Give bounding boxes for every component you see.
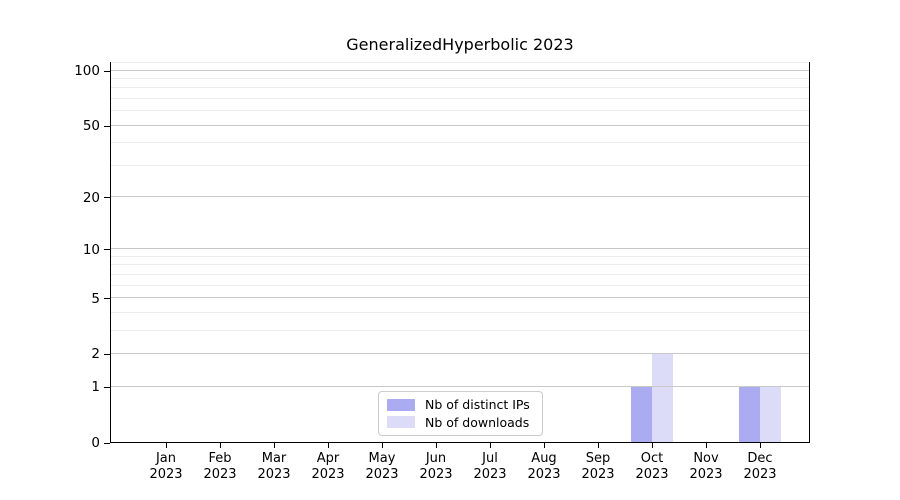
y-tick-label: 1 bbox=[91, 379, 100, 396]
x-tick-label: Nov 2023 bbox=[676, 451, 736, 483]
legend-label-distinct-ips: Nb of distinct IPs bbox=[425, 397, 530, 413]
x-tick-label: Mar 2023 bbox=[244, 451, 304, 483]
gridline-major bbox=[111, 385, 809, 387]
legend-swatch-distinct-ips-icon bbox=[387, 398, 415, 411]
x-tick-year: 2023 bbox=[257, 467, 291, 482]
x-tick-year: 2023 bbox=[743, 467, 777, 482]
x-tick-label: Jan 2023 bbox=[136, 451, 196, 483]
x-tick-month: Oct bbox=[640, 451, 664, 466]
gridline-minor bbox=[111, 311, 809, 313]
x-tick-year: 2023 bbox=[203, 467, 237, 482]
x-tick-month: Feb bbox=[208, 451, 232, 466]
gridline-minor bbox=[111, 284, 809, 286]
gridline-major bbox=[111, 248, 809, 250]
x-tick-label: May 2023 bbox=[352, 451, 412, 483]
x-tick-label: Jul 2023 bbox=[460, 451, 520, 483]
y-tick-mark bbox=[104, 386, 110, 388]
y-tick-label: 50 bbox=[82, 118, 100, 135]
x-tick-month: Jul bbox=[482, 451, 498, 466]
y-tick-mark bbox=[104, 298, 110, 300]
gridline-major bbox=[111, 352, 809, 354]
y-tick-mark bbox=[104, 197, 110, 199]
x-tick-mark bbox=[165, 443, 167, 448]
x-tick-mark bbox=[705, 443, 707, 448]
x-tick-label: Oct 2023 bbox=[622, 451, 682, 483]
bar-distinct-ips bbox=[739, 386, 760, 442]
y-tick-label: 100 bbox=[74, 63, 100, 80]
x-tick-mark bbox=[327, 443, 329, 448]
y-tick-label: 10 bbox=[82, 241, 100, 258]
gridline-minor bbox=[111, 77, 809, 79]
gridline-minor bbox=[111, 273, 809, 275]
x-tick-label: Dec 2023 bbox=[730, 451, 790, 483]
gridline-minor bbox=[111, 255, 809, 257]
y-tick-mark bbox=[104, 70, 110, 72]
x-tick-label: Aug 2023 bbox=[514, 451, 574, 483]
plot-area bbox=[110, 61, 810, 443]
x-tick-label: Jun 2023 bbox=[406, 451, 466, 483]
gridline-minor bbox=[111, 329, 809, 331]
x-tick-year: 2023 bbox=[473, 467, 507, 482]
gridline-minor bbox=[111, 87, 809, 89]
y-tick-mark bbox=[104, 442, 110, 444]
y-tick-label: 5 bbox=[91, 290, 100, 307]
x-tick-year: 2023 bbox=[689, 467, 723, 482]
x-tick-month: Jun bbox=[425, 451, 447, 466]
gridline-major bbox=[111, 69, 809, 71]
x-tick-year: 2023 bbox=[149, 467, 183, 482]
y-tick-label: 0 bbox=[91, 435, 100, 451]
x-tick-year: 2023 bbox=[635, 467, 669, 482]
x-tick-mark bbox=[759, 443, 761, 448]
legend-label-downloads: Nb of downloads bbox=[425, 414, 530, 430]
gridline-major bbox=[111, 196, 809, 198]
legend-swatch-downloads-icon bbox=[387, 416, 415, 429]
y-tick-mark bbox=[104, 249, 110, 251]
x-tick-year: 2023 bbox=[581, 467, 615, 482]
x-tick-mark bbox=[489, 443, 491, 448]
x-tick-mark bbox=[435, 443, 437, 448]
x-tick-mark bbox=[219, 443, 221, 448]
bar-distinct-ips bbox=[631, 386, 652, 442]
x-tick-label: Sep 2023 bbox=[568, 451, 628, 483]
x-tick-mark bbox=[381, 443, 383, 448]
x-tick-month: Aug bbox=[531, 451, 557, 466]
x-tick-month: Dec bbox=[747, 451, 773, 466]
x-tick-mark bbox=[651, 443, 653, 448]
x-tick-year: 2023 bbox=[311, 467, 345, 482]
y-tick-label: 20 bbox=[82, 189, 100, 206]
x-tick-month: May bbox=[368, 451, 396, 466]
x-tick-year: 2023 bbox=[419, 467, 453, 482]
gridline-minor bbox=[111, 110, 809, 112]
gridline-minor bbox=[111, 142, 809, 144]
x-tick-year: 2023 bbox=[527, 467, 561, 482]
bar-downloads bbox=[652, 353, 673, 442]
x-tick-month: Mar bbox=[261, 451, 287, 466]
x-tick-label: Apr 2023 bbox=[298, 451, 358, 483]
x-tick-month: Sep bbox=[585, 451, 611, 466]
x-tick-month: Apr bbox=[316, 451, 340, 466]
gridline-minor bbox=[111, 264, 809, 266]
gridline-minor bbox=[111, 164, 809, 166]
gridline-minor bbox=[111, 61, 809, 63]
x-tick-mark bbox=[273, 443, 275, 448]
x-tick-mark bbox=[543, 443, 545, 448]
x-tick-month: Jan bbox=[155, 451, 177, 466]
legend-item-distinct-ips: Nb of distinct IPs bbox=[387, 397, 534, 412]
gridline-major bbox=[111, 297, 809, 299]
x-tick-mark bbox=[597, 443, 599, 448]
legend-item-downloads: Nb of downloads bbox=[387, 415, 534, 430]
chart-title: GeneralizedHyperbolic 2023 bbox=[346, 35, 574, 54]
x-tick-month: Nov bbox=[693, 451, 719, 466]
y-tick-label: 2 bbox=[91, 346, 100, 363]
x-tick-label: Feb 2023 bbox=[190, 451, 250, 483]
gridline-minor bbox=[111, 97, 809, 99]
legend: Nb of distinct IPs Nb of downloads bbox=[378, 391, 543, 436]
bar-downloads bbox=[760, 386, 781, 442]
x-tick-year: 2023 bbox=[365, 467, 399, 482]
y-tick-mark bbox=[104, 353, 110, 355]
y-tick-mark bbox=[104, 125, 110, 127]
gridline-major bbox=[111, 124, 809, 126]
